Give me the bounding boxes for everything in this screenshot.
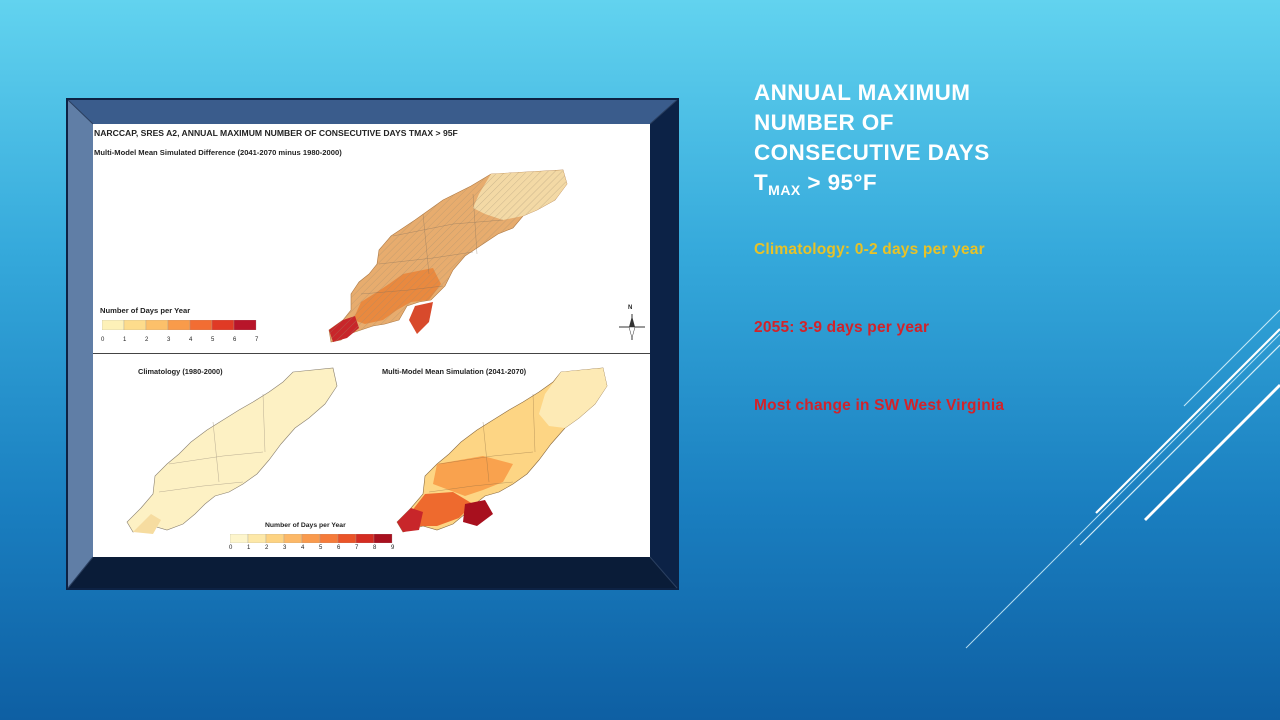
legend-bottom-tick: 7 (355, 545, 359, 551)
heading-line-2: NUMBER OF (754, 110, 894, 135)
heading-line-1: ANNUAL MAXIMUM (754, 80, 971, 105)
figure-title: NARCCAP, SRES A2, ANNUAL MAXIMUM NUMBER … (94, 128, 458, 138)
heading-t-subscript: MAX (768, 182, 801, 198)
heading-t-letter: T (754, 170, 769, 195)
legend-bottom-tick: 3 (283, 545, 287, 551)
legend-bottom-tick: 9 (391, 545, 395, 551)
legend-top-tick: 7 (255, 337, 259, 343)
north-label: N (628, 305, 633, 311)
bottom-maps (126, 367, 608, 534)
figure-divider (93, 353, 650, 354)
legend-top-tick: 2 (145, 337, 149, 343)
legend-top-tick: 6 (233, 337, 237, 343)
legend-bottom-tick: 6 (337, 545, 341, 551)
legend-bottom-tick: 2 (265, 545, 269, 551)
legend-top-tick: 5 (211, 337, 215, 343)
legend-bottom-tick: 1 (247, 545, 251, 551)
compass-icon (619, 314, 645, 340)
legend-bottom-tick: 8 (373, 545, 377, 551)
bullet-most-change: Most change in SW West Virginia (754, 397, 1005, 414)
heading-line-4-rest: > 95°F (800, 170, 877, 195)
legend-bottom-title: Number of Days per Year (265, 522, 346, 529)
simulation-map-title: Multi-Model Mean Simulation (2041-2070) (382, 367, 527, 376)
legend-top-tick: 1 (123, 337, 127, 343)
heading-line-4: TMAX > 95°F (754, 168, 1174, 205)
heading-line-3: CONSECUTIVE DAYS (754, 140, 990, 165)
legend-top-colorbar (102, 320, 257, 330)
legend-top-tick: 4 (189, 337, 193, 343)
bullet-climatology: Climatology: 0-2 days per year (754, 241, 985, 258)
legend-top-tick: 0 (101, 337, 105, 343)
legend-bottom-tick: 0 (229, 545, 233, 551)
legend-bottom-tick: 4 (301, 545, 305, 551)
legend-bottom-tick: 5 (319, 545, 323, 551)
slide-heading: ANNUAL MAXIMUM NUMBER OF CONSECUTIVE DAY… (754, 78, 1174, 205)
climatology-map-title: Climatology (1980-2000) (138, 367, 223, 376)
difference-map (328, 169, 568, 343)
bullet-2055: 2055: 3-9 days per year (754, 319, 930, 336)
legend-bottom-colorbar (230, 534, 393, 543)
figure-subtitle: Multi-Model Mean Simulated Difference (2… (94, 148, 342, 157)
climate-figure: NARCCAP, SRES A2, ANNUAL MAXIMUM NUMBER … (93, 124, 650, 557)
legend-top-title: Number of Days per Year (100, 306, 191, 315)
legend-top-tick: 3 (167, 337, 171, 343)
